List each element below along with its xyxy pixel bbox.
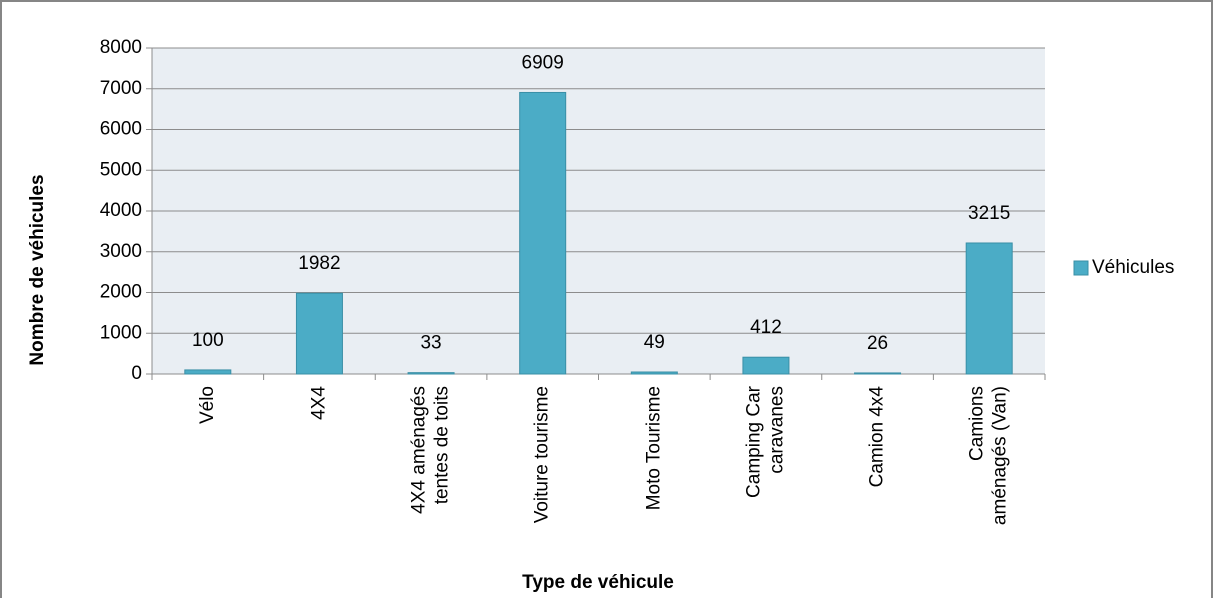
data-label: 26 xyxy=(867,333,888,354)
bar xyxy=(295,292,343,375)
bar xyxy=(519,91,567,375)
y-tick-label: 7000 xyxy=(100,78,142,99)
x-tick-label: 4X4 aménagés tentes de toits xyxy=(409,386,453,514)
bar xyxy=(630,371,678,375)
y-tick-label: 4000 xyxy=(100,200,142,221)
legend-label: Véhicules xyxy=(1092,257,1174,278)
x-axis-title: Type de véhicule xyxy=(522,572,674,593)
bar xyxy=(407,372,455,375)
data-label: 100 xyxy=(192,330,224,351)
x-tick-label: Voiture tourisme xyxy=(532,386,553,523)
bar xyxy=(184,369,232,375)
data-label: 6909 xyxy=(522,52,564,73)
y-tick-label: 3000 xyxy=(100,241,142,262)
bar xyxy=(742,356,790,375)
y-tick-label: 8000 xyxy=(100,37,142,58)
y-tick-label: 1000 xyxy=(100,322,142,343)
y-axis-title: Nombre de véhicules xyxy=(27,174,48,365)
data-label: 33 xyxy=(420,333,441,354)
data-label: 1982 xyxy=(298,253,340,274)
y-tick-label: 5000 xyxy=(100,159,142,180)
x-tick-label: Moto Tourisme xyxy=(643,386,664,510)
data-label: 412 xyxy=(750,317,782,338)
bar xyxy=(965,242,1013,375)
x-tick-label: Camions aménagés (Van) xyxy=(967,386,1011,525)
y-tick-label: 2000 xyxy=(100,282,142,303)
y-tick-label: 0 xyxy=(131,363,142,384)
bar xyxy=(854,372,902,375)
x-tick-label: Camion 4x4 xyxy=(867,386,888,488)
x-tick-label: Vélo xyxy=(197,386,218,424)
legend-swatch xyxy=(1073,260,1089,276)
x-tick-label: 4X4 xyxy=(308,386,329,420)
data-label: 3215 xyxy=(968,203,1010,224)
x-tick-label: Camping Car caravanes xyxy=(743,385,787,498)
data-label: 49 xyxy=(644,332,665,353)
y-tick-label: 6000 xyxy=(100,119,142,140)
